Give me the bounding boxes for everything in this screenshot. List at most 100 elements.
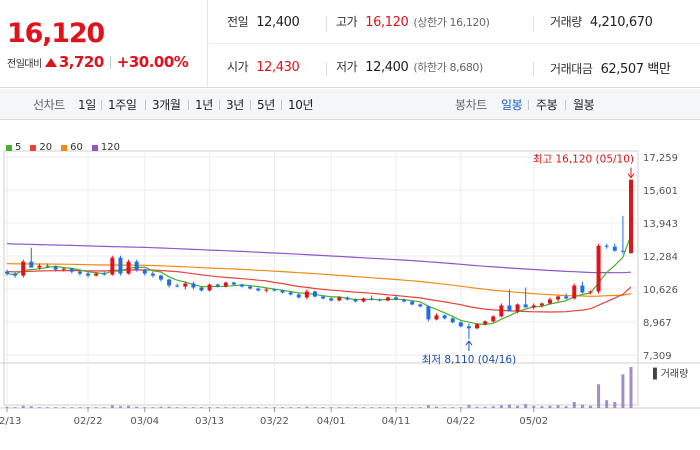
volume-bar — [94, 407, 98, 408]
candle-body — [556, 296, 561, 300]
volume-bar — [321, 407, 325, 408]
candle-body — [223, 282, 228, 287]
candle-body — [596, 245, 601, 292]
candle-body — [118, 257, 123, 274]
y-tick-label: 13,943 — [643, 219, 678, 230]
volume-bar — [629, 367, 633, 408]
volume-bar — [491, 406, 495, 408]
volume-bar — [459, 407, 463, 408]
volume-bar — [183, 407, 187, 408]
candle-body — [304, 291, 309, 298]
legend-ma120: 120 — [91, 142, 120, 153]
toolbar-divider — [188, 100, 189, 110]
volume-bar — [37, 407, 41, 408]
period-10y[interactable]: 10년 — [288, 98, 314, 112]
candle-monthly[interactable]: 월봉 — [573, 98, 595, 112]
annotation-high: 최고 16,120 (05/10) — [533, 154, 634, 166]
volume-bar — [580, 404, 584, 408]
volume-bar — [159, 406, 163, 408]
volume-bar — [54, 407, 58, 408]
y-tick-label: 10,626 — [643, 285, 678, 296]
stat-turnover: 거래대금 62,507 백만 — [550, 58, 671, 78]
candle-body — [231, 282, 236, 285]
volume-bar — [418, 407, 422, 408]
legend-swatch — [6, 144, 12, 151]
candle-weekly[interactable]: 주봉 — [536, 98, 558, 112]
volume-bar — [191, 407, 195, 408]
candle-body — [69, 268, 74, 272]
stat-divider — [533, 62, 534, 76]
stat-label: 고가 — [336, 15, 358, 29]
candle-body — [418, 304, 423, 307]
volume-bar — [289, 407, 293, 408]
volume-bar — [345, 407, 349, 408]
volume-bar — [507, 404, 511, 408]
volume-bar — [621, 374, 625, 408]
volume-bar — [297, 407, 301, 408]
period-3y[interactable]: 3년 — [226, 98, 244, 112]
volume-bar — [13, 407, 17, 408]
candle-body — [191, 283, 196, 288]
stat-lower-limit: (하한가 8,680) — [413, 61, 483, 74]
candle-body — [183, 283, 188, 287]
legend-label: 120 — [100, 142, 120, 153]
period-3m[interactable]: 3개월 — [152, 98, 181, 112]
volume-bar — [151, 407, 155, 408]
current-price: 16,120 — [7, 18, 105, 49]
volume-bar — [540, 406, 544, 408]
period-1y[interactable]: 1년 — [195, 98, 213, 112]
candle-body — [434, 315, 439, 320]
volume-bar — [402, 407, 406, 408]
toolbar-divider — [145, 100, 146, 110]
candle-body — [491, 316, 496, 322]
toolbar-divider — [250, 100, 251, 110]
candle-body — [572, 285, 577, 299]
volume-bar — [62, 407, 66, 408]
volume-bar — [46, 407, 50, 408]
candle-body — [175, 285, 180, 287]
period-5y[interactable]: 5년 — [257, 98, 275, 112]
volume-bar — [21, 405, 25, 408]
volume-bar — [199, 407, 203, 408]
ma120-line — [6, 243, 632, 274]
candle-body — [353, 299, 358, 302]
candle-body — [110, 257, 115, 275]
period-1w[interactable]: 1주일 — [108, 98, 137, 112]
x-tick-label: 02/13 — [0, 416, 21, 427]
change-percent: +30.00% — [116, 53, 189, 71]
candle-daily[interactable]: 일봉 — [501, 98, 523, 112]
volume-bar — [272, 407, 276, 408]
candle-body — [134, 261, 139, 270]
candle-body — [499, 305, 504, 317]
ma-legend: 5 20 60 120 — [6, 142, 129, 153]
x-tick-label: 04/01 — [317, 416, 346, 427]
y-tick-label: 8,967 — [643, 318, 672, 329]
volume-bar — [443, 407, 447, 408]
line-chart-label: 선차트 — [33, 98, 65, 112]
stat-label: 거래대금 — [550, 62, 593, 76]
toolbar-divider — [219, 100, 220, 110]
candle-body — [564, 296, 569, 299]
candle-body — [539, 303, 544, 306]
volume-bar — [127, 405, 131, 408]
candle-body — [312, 291, 317, 297]
volume-bar — [548, 405, 552, 408]
candle-body — [5, 271, 9, 274]
candle-body — [345, 297, 350, 300]
stat-divider — [533, 17, 534, 31]
stat-label: 시가 — [227, 60, 249, 74]
candle-body — [288, 292, 293, 295]
stat-upper-limit: (상한가 16,120) — [413, 16, 490, 29]
candle-body — [61, 268, 66, 270]
legend-ma20: 20 — [30, 142, 52, 153]
volume-bar — [516, 405, 520, 408]
volume-bar — [102, 407, 106, 408]
volume-bar — [483, 406, 487, 408]
legend-swatch — [91, 144, 98, 151]
volume-bar — [564, 406, 568, 408]
chart-toolbar: 선차트 1일 1주일 3개월 1년 3년 5년 10년 봉차트 일봉 주봉 월봉 — [0, 89, 700, 120]
candle-body — [77, 271, 82, 274]
stat-label: 전일 — [227, 15, 249, 29]
candle-body — [86, 273, 91, 276]
period-1d[interactable]: 1일 — [78, 98, 96, 112]
